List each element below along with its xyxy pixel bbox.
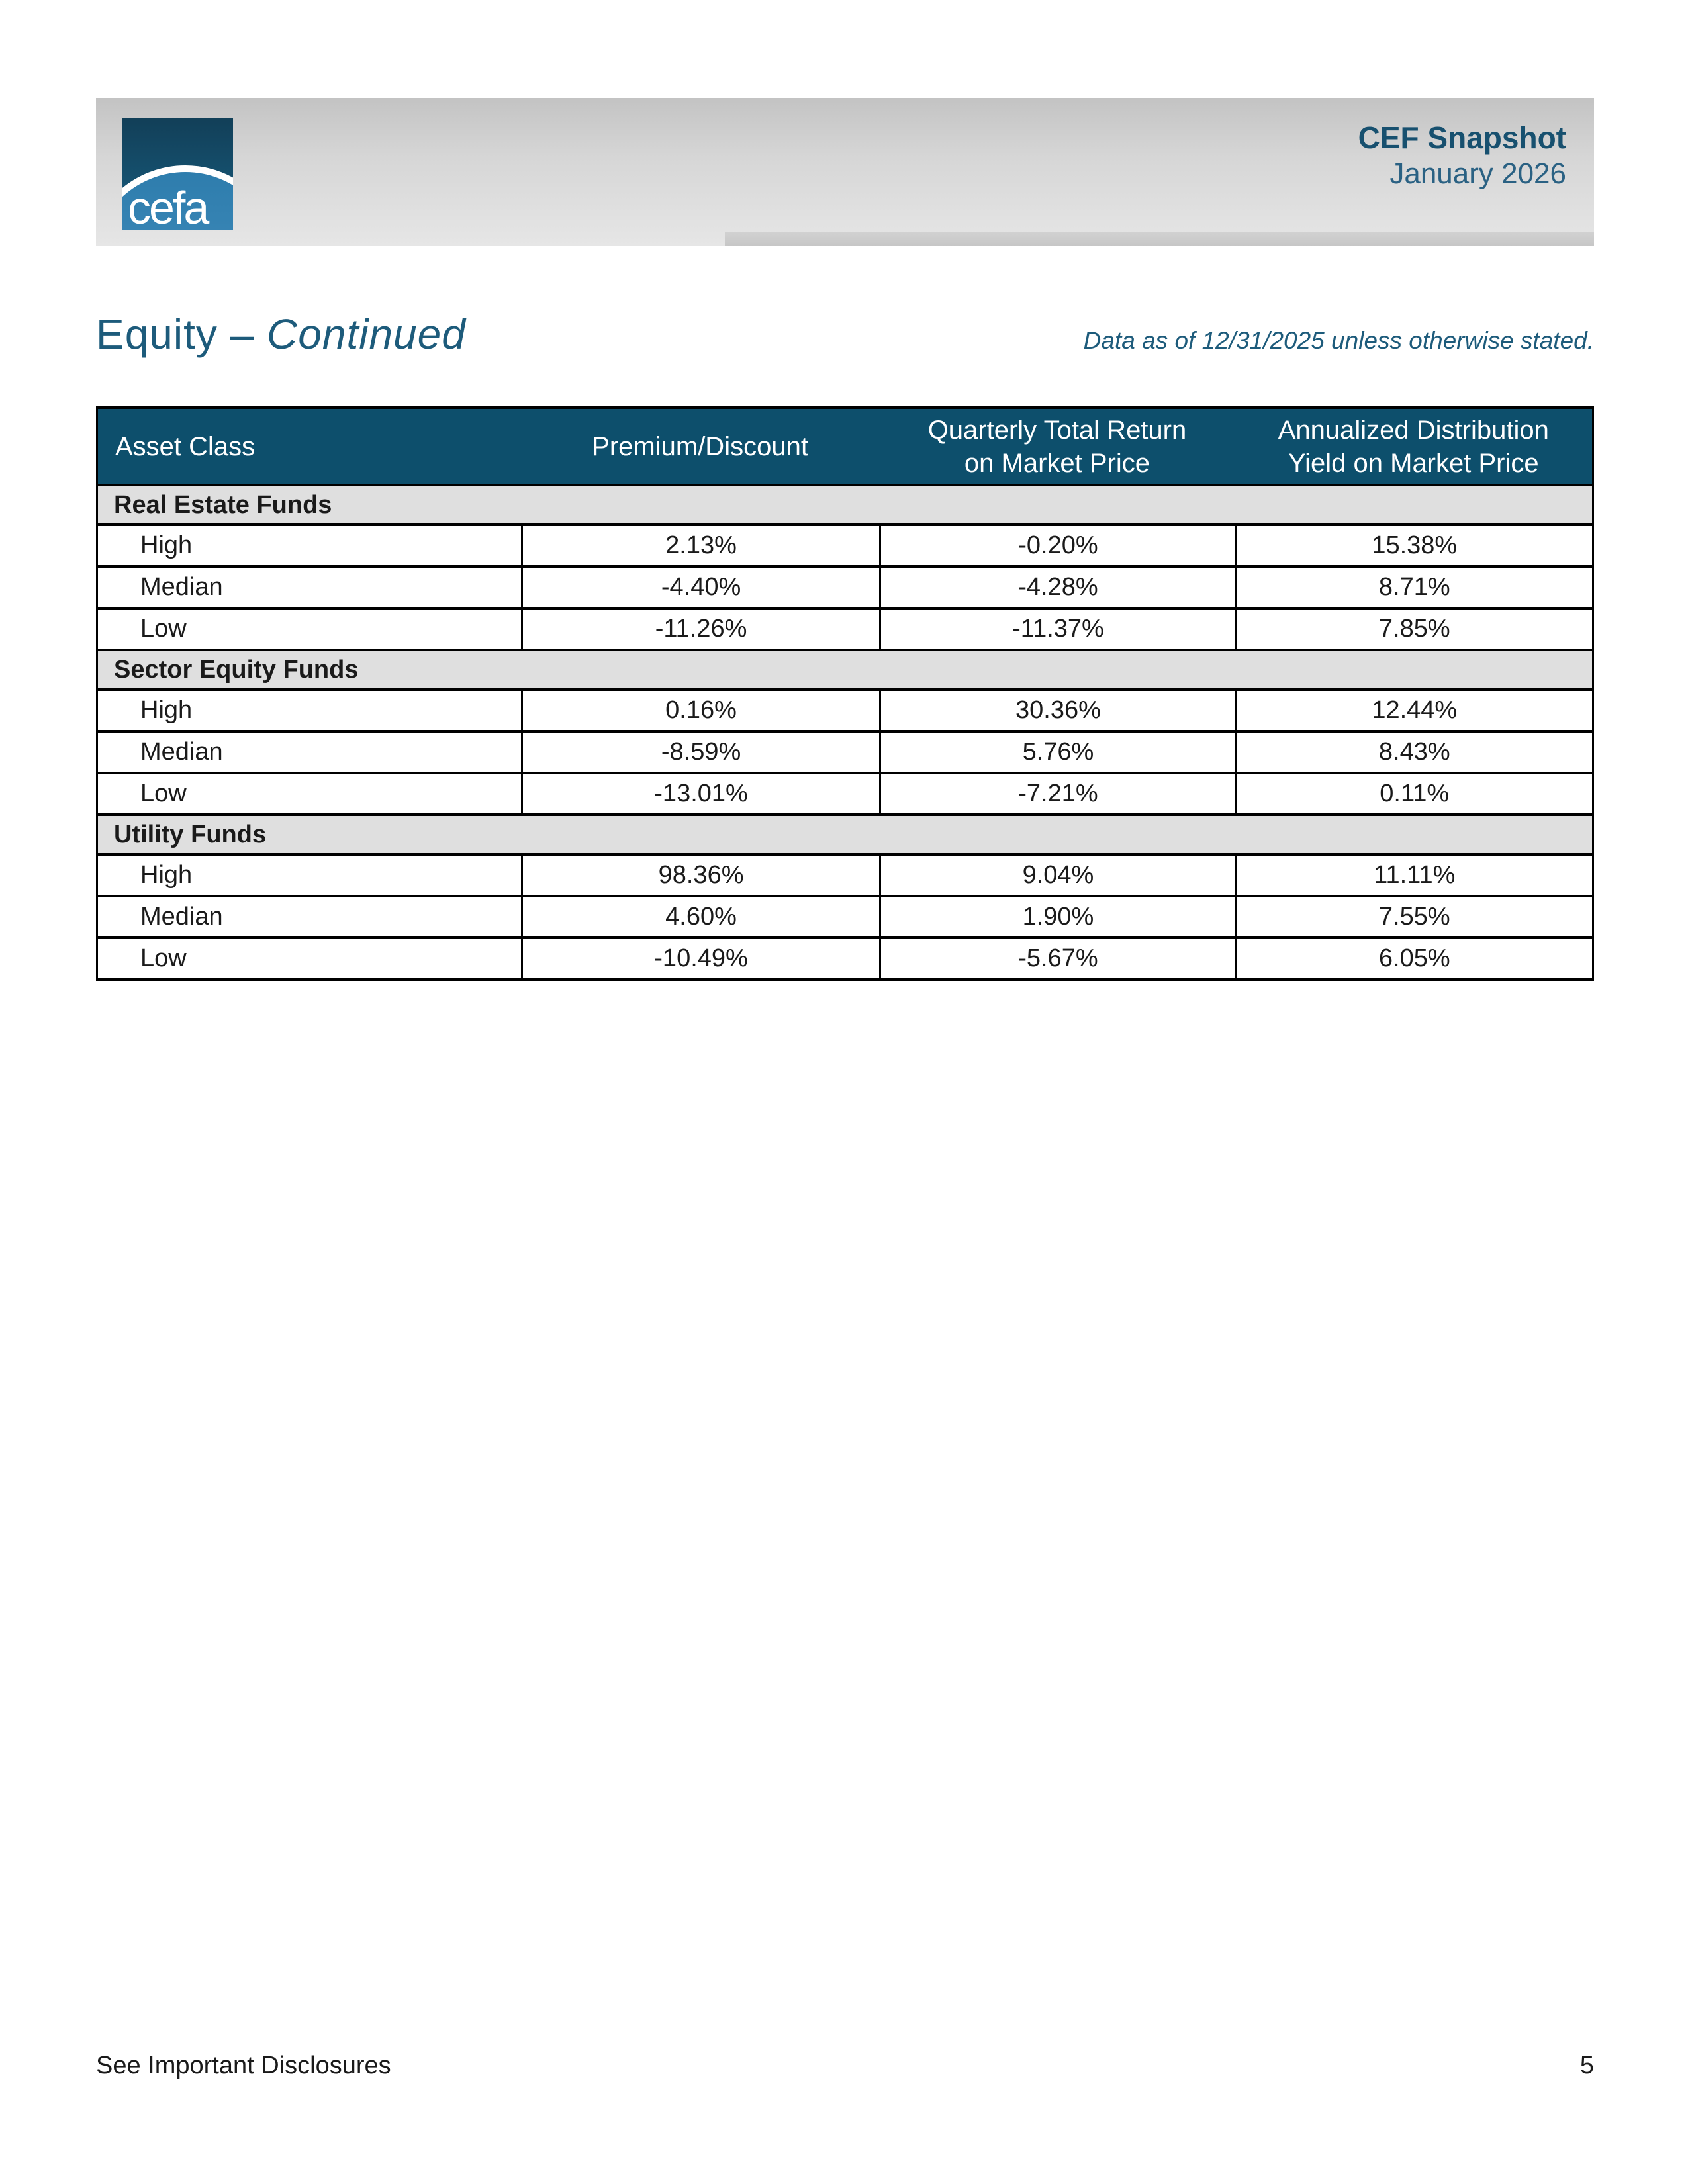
table-row: Median -4.40% -4.28% 8.71%	[98, 565, 1592, 607]
table-row: Low -11.26% -11.37% 7.85%	[98, 607, 1592, 649]
premium-discount-value: 4.60%	[520, 895, 880, 936]
row-label: High	[98, 853, 521, 895]
table-row: High 98.36% 9.04% 11.11%	[98, 853, 1592, 895]
premium-discount-value: -8.59%	[520, 730, 880, 772]
logo-text: cefa	[128, 182, 209, 230]
premium-discount-value: 98.36%	[520, 853, 880, 895]
quarterly-return-value: -0.20%	[879, 523, 1235, 565]
column-header-distribution-yield: Annualized Distribution Yield on Market …	[1235, 409, 1592, 484]
section-label: Real Estate Funds	[98, 484, 1592, 523]
banner-titles: CEF Snapshot January 2026	[1358, 119, 1566, 192]
distribution-yield-value: 11.11%	[1235, 853, 1592, 895]
distribution-yield-value: 12.44%	[1235, 688, 1592, 730]
premium-discount-value: -10.49%	[520, 936, 880, 978]
page-title-main: Equity –	[96, 310, 267, 358]
column-header-premium-discount: Premium/Discount	[520, 409, 880, 484]
cefa-logo: cefa	[122, 118, 233, 230]
distribution-yield-value: 8.71%	[1235, 565, 1592, 607]
data-as-of-note: Data as of 12/31/2025 unless otherwise s…	[1083, 327, 1594, 354]
row-label: Low	[98, 772, 521, 813]
premium-discount-value: 2.13%	[520, 523, 880, 565]
distribution-yield-value: 0.11%	[1235, 772, 1592, 813]
premium-discount-value: -4.40%	[520, 565, 880, 607]
header-banner: cefa CEF Snapshot January 2026	[96, 98, 1594, 246]
page-title: Equity – Continued	[96, 310, 466, 359]
logo-globe-icon	[122, 165, 233, 230]
equity-table-wrapper: Asset Class Premium/Discount Quarterly T…	[96, 406, 1594, 981]
premium-discount-value: -11.26%	[520, 607, 880, 649]
quarterly-return-value: -11.37%	[879, 607, 1235, 649]
table-row: High 0.16% 30.36% 12.44%	[98, 688, 1592, 730]
distribution-yield-value: 6.05%	[1235, 936, 1592, 978]
distribution-yield-value: 7.55%	[1235, 895, 1592, 936]
column-header-quarterly-return: Quarterly Total Return on Market Price	[879, 409, 1235, 484]
section-row-sector-equity-funds: Sector Equity Funds	[98, 649, 1592, 688]
quarterly-return-value: 5.76%	[879, 730, 1235, 772]
quarterly-return-value: 9.04%	[879, 853, 1235, 895]
report-title: CEF Snapshot	[1358, 120, 1566, 155]
equity-table: Asset Class Premium/Discount Quarterly T…	[96, 406, 1594, 981]
quarterly-return-value: 30.36%	[879, 688, 1235, 730]
banner-shade	[725, 232, 1594, 246]
section-label: Utility Funds	[98, 813, 1592, 853]
distribution-yield-value: 15.38%	[1235, 523, 1592, 565]
table-header-row: Asset Class Premium/Discount Quarterly T…	[98, 409, 1592, 484]
section-label: Sector Equity Funds	[98, 649, 1592, 688]
disclosures-note: See Important Disclosures	[96, 2052, 391, 2079]
quarterly-return-value: -5.67%	[879, 936, 1235, 978]
row-label: High	[98, 688, 521, 730]
table-row: Median -8.59% 5.76% 8.43%	[98, 730, 1592, 772]
distribution-yield-value: 7.85%	[1235, 607, 1592, 649]
column-header-asset-class: Asset Class	[98, 409, 521, 484]
page-footer: See Important Disclosures 5	[96, 2052, 1594, 2080]
quarterly-return-value: -7.21%	[879, 772, 1235, 813]
section-row-real-estate-funds: Real Estate Funds	[98, 484, 1592, 523]
quarterly-return-value: -4.28%	[879, 565, 1235, 607]
title-row: Equity – Continued Data as of 12/31/2025…	[96, 310, 1594, 359]
table-row: High 2.13% -0.20% 15.38%	[98, 523, 1592, 565]
table-row: Low -13.01% -7.21% 0.11%	[98, 772, 1592, 813]
premium-discount-value: 0.16%	[520, 688, 880, 730]
premium-discount-value: -13.01%	[520, 772, 880, 813]
section-row-utility-funds: Utility Funds	[98, 813, 1592, 853]
report-date: January 2026	[1389, 158, 1566, 191]
page-number: 5	[1579, 2052, 1594, 2079]
row-label: High	[98, 523, 521, 565]
quarterly-return-value: 1.90%	[879, 895, 1235, 936]
page-title-continued: Continued	[267, 310, 466, 358]
row-label: Median	[98, 895, 521, 936]
table-row: Median 4.60% 1.90% 7.55%	[98, 895, 1592, 936]
row-label: Median	[98, 730, 521, 772]
table-row: Low -10.49% -5.67% 6.05%	[98, 936, 1592, 978]
row-label: Median	[98, 565, 521, 607]
distribution-yield-value: 8.43%	[1235, 730, 1592, 772]
row-label: Low	[98, 607, 521, 649]
row-label: Low	[98, 936, 521, 978]
